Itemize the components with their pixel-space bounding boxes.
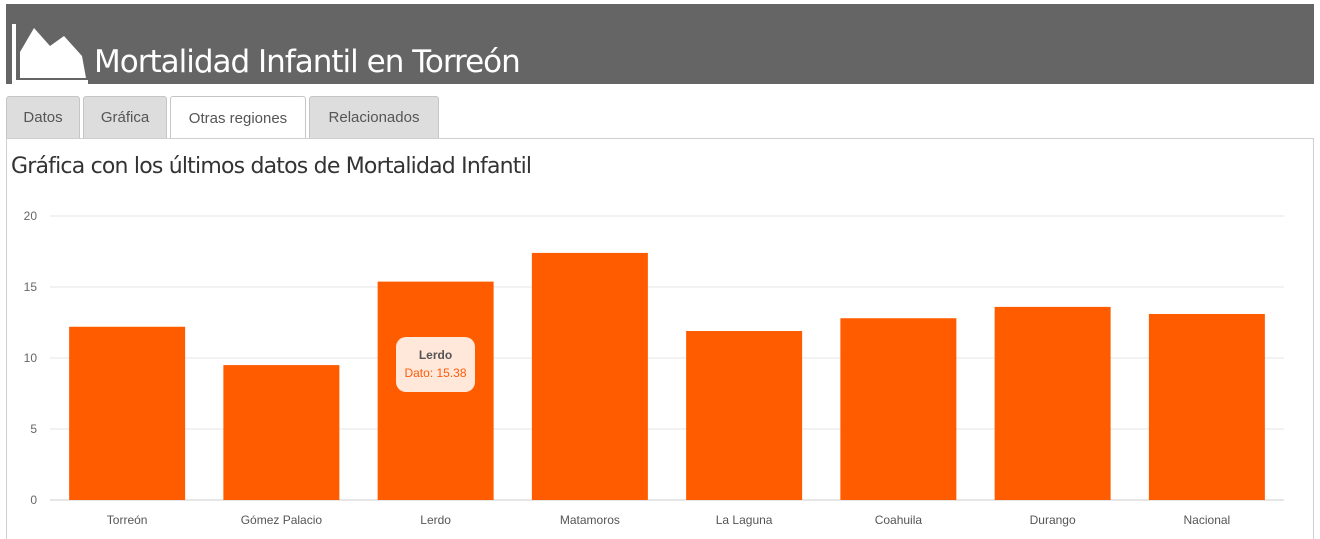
y-tick-label: 0	[30, 493, 37, 507]
tooltip-value: Dato: 15.38	[404, 366, 467, 380]
x-tick-label: Durango	[1030, 513, 1076, 527]
bar-5[interactable]	[840, 318, 957, 500]
y-tick-label: 10	[24, 351, 38, 365]
x-tick-label: Nacional	[1184, 513, 1231, 527]
bar-6[interactable]	[994, 306, 1111, 500]
tab-relacionados[interactable]: Relacionados	[309, 96, 439, 138]
y-tick-label: 5	[30, 422, 37, 436]
bar-3[interactable]	[531, 252, 648, 500]
chart-tooltip: Lerdo Dato: 15.38	[396, 337, 475, 392]
y-tick-label: 15	[24, 280, 38, 294]
app-header: Mortalidad Infantil en Torreón	[6, 4, 1314, 84]
x-tick-label: La Laguna	[716, 513, 773, 527]
page-title: Mortalidad Infantil en Torreón	[94, 44, 521, 80]
tooltip-category: Lerdo	[418, 348, 453, 362]
bar-chart: 0 5 10 15 20 Torreón Gómez Palacio Lerdo Matamor…	[24, 209, 1284, 527]
chart-heading: Gráfica con los últimos datos de Mortali…	[11, 154, 532, 179]
x-tick-label: Lerdo	[420, 513, 451, 527]
area-chart-icon	[12, 24, 88, 84]
x-tick-label: Coahuila	[875, 513, 923, 527]
x-tick-label: Matamoros	[560, 513, 620, 527]
bar-0[interactable]	[69, 326, 186, 500]
x-tick-label: Gómez Palacio	[241, 513, 323, 527]
y-tick-label: 20	[24, 209, 38, 223]
bar-4[interactable]	[686, 331, 803, 500]
tab-otras-regiones[interactable]: Otras regiones	[170, 96, 306, 139]
bar-1[interactable]	[223, 365, 340, 500]
x-tick-label: Torreón	[107, 513, 148, 527]
bar-7[interactable]	[1148, 313, 1265, 500]
tab-grafica[interactable]: Gráfica	[83, 96, 167, 138]
tab-datos[interactable]: Datos	[6, 96, 80, 138]
